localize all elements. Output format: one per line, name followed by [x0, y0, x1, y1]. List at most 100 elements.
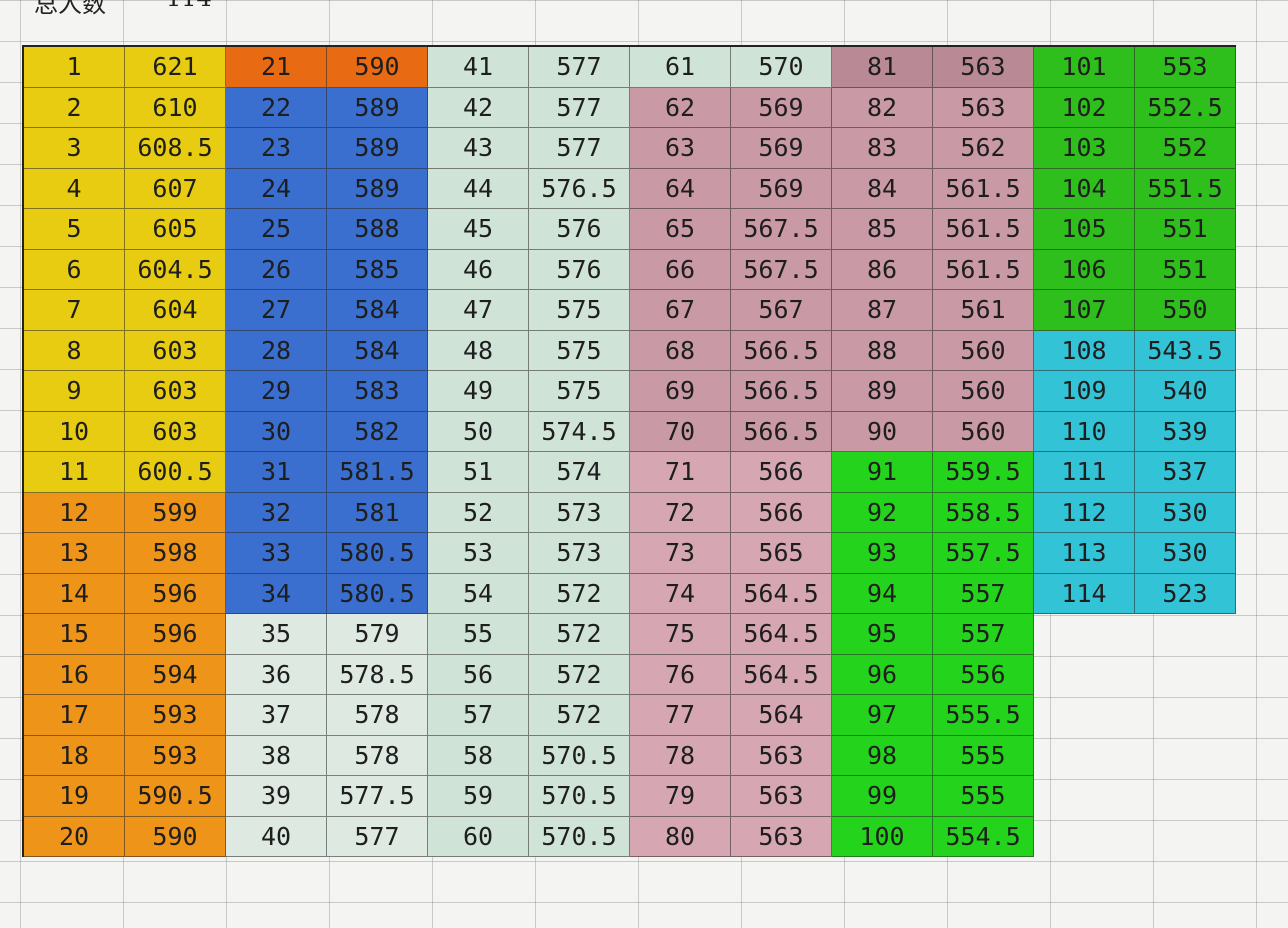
score-cell[interactable]: 590	[327, 47, 428, 88]
score-cell[interactable]: 563	[933, 87, 1034, 128]
rank-cell[interactable]: 12	[24, 492, 125, 533]
score-cell[interactable]: 580.5	[327, 573, 428, 614]
rank-cell[interactable]: 91	[832, 452, 933, 493]
score-cell[interactable]: 566	[731, 492, 832, 533]
score-cell[interactable]: 563	[731, 735, 832, 776]
score-cell[interactable]: 530	[1135, 492, 1236, 533]
score-cell[interactable]: 599	[125, 492, 226, 533]
rank-cell[interactable]: 35	[226, 614, 327, 655]
score-cell[interactable]: 552.5	[1135, 87, 1236, 128]
score-cell[interactable]: 577	[529, 87, 630, 128]
score-cell[interactable]: 570.5	[529, 776, 630, 817]
rank-cell[interactable]: 102	[1034, 87, 1135, 128]
score-cell[interactable]: 581	[327, 492, 428, 533]
score-cell[interactable]: 576	[529, 209, 630, 250]
rank-cell[interactable]: 88	[832, 330, 933, 371]
score-cell[interactable]: 588	[327, 209, 428, 250]
rank-cell[interactable]: 105	[1034, 209, 1135, 250]
rank-cell[interactable]: 37	[226, 695, 327, 736]
rank-cell[interactable]: 78	[630, 735, 731, 776]
rank-cell[interactable]: 29	[226, 371, 327, 412]
score-cell[interactable]: 561.5	[933, 168, 1034, 209]
rank-cell[interactable]	[1034, 776, 1135, 817]
rank-cell[interactable]: 101	[1034, 47, 1135, 88]
rank-cell[interactable]: 6	[24, 249, 125, 290]
score-cell[interactable]: 575	[529, 290, 630, 331]
rank-cell[interactable]: 54	[428, 573, 529, 614]
score-cell[interactable]: 575	[529, 371, 630, 412]
rank-cell[interactable]: 47	[428, 290, 529, 331]
rank-cell[interactable]: 32	[226, 492, 327, 533]
score-cell[interactable]: 578.5	[327, 654, 428, 695]
rank-cell[interactable]	[1034, 695, 1135, 736]
rank-cell[interactable]: 53	[428, 533, 529, 574]
rank-cell[interactable]: 66	[630, 249, 731, 290]
score-cell[interactable]: 566.5	[731, 330, 832, 371]
score-cell[interactable]: 574	[529, 452, 630, 493]
rank-cell[interactable]: 81	[832, 47, 933, 88]
score-cell[interactable]: 559.5	[933, 452, 1034, 493]
rank-cell[interactable]: 36	[226, 654, 327, 695]
score-cell[interactable]: 598	[125, 533, 226, 574]
rank-cell[interactable]: 93	[832, 533, 933, 574]
rank-cell[interactable]: 71	[630, 452, 731, 493]
rank-cell[interactable]: 114	[1034, 573, 1135, 614]
rank-cell[interactable]: 26	[226, 249, 327, 290]
rank-cell[interactable]: 13	[24, 533, 125, 574]
rank-cell[interactable]: 10	[24, 411, 125, 452]
rank-cell[interactable]: 109	[1034, 371, 1135, 412]
rank-cell[interactable]: 20	[24, 816, 125, 857]
score-cell[interactable]: 576	[529, 249, 630, 290]
score-cell[interactable]: 577	[529, 128, 630, 169]
rank-cell[interactable]: 40	[226, 816, 327, 857]
score-cell[interactable]: 557	[933, 614, 1034, 655]
rank-cell[interactable]: 79	[630, 776, 731, 817]
score-cell[interactable]: 589	[327, 168, 428, 209]
rank-cell[interactable]: 48	[428, 330, 529, 371]
score-cell[interactable]: 530	[1135, 533, 1236, 574]
score-cell[interactable]	[1135, 776, 1236, 817]
score-cell[interactable]: 584	[327, 330, 428, 371]
score-cell[interactable]: 578	[327, 735, 428, 776]
score-cell[interactable]: 594	[125, 654, 226, 695]
rank-cell[interactable]: 3	[24, 128, 125, 169]
rank-cell[interactable]: 41	[428, 47, 529, 88]
score-cell[interactable]: 557.5	[933, 533, 1034, 574]
score-cell[interactable]: 561	[933, 290, 1034, 331]
score-cell[interactable]: 603	[125, 411, 226, 452]
rank-cell[interactable]: 28	[226, 330, 327, 371]
rank-cell[interactable]: 49	[428, 371, 529, 412]
score-cell[interactable]: 570.5	[529, 816, 630, 857]
rank-cell[interactable]: 92	[832, 492, 933, 533]
rank-cell[interactable]	[1034, 655, 1135, 696]
rank-cell[interactable]: 77	[630, 695, 731, 736]
score-cell[interactable]: 561.5	[933, 209, 1034, 250]
rank-cell[interactable]: 84	[832, 168, 933, 209]
score-cell[interactable]: 607	[125, 168, 226, 209]
score-cell[interactable]: 570.5	[529, 735, 630, 776]
rank-cell[interactable]: 82	[832, 87, 933, 128]
score-cell[interactable]: 605	[125, 209, 226, 250]
rank-cell[interactable]: 100	[832, 816, 933, 857]
score-cell[interactable]: 562	[933, 128, 1034, 169]
rank-cell[interactable]: 76	[630, 654, 731, 695]
score-cell[interactable]: 560	[933, 371, 1034, 412]
score-cell[interactable]: 563	[933, 47, 1034, 88]
rank-cell[interactable]: 68	[630, 330, 731, 371]
score-cell[interactable]: 566.5	[731, 411, 832, 452]
rank-cell[interactable]: 90	[832, 411, 933, 452]
score-cell[interactable]	[1135, 736, 1236, 777]
rank-cell[interactable]: 104	[1034, 168, 1135, 209]
rank-cell[interactable]: 2	[24, 87, 125, 128]
score-cell[interactable]: 572	[529, 654, 630, 695]
score-cell[interactable]: 523	[1135, 573, 1236, 614]
score-cell[interactable]: 563	[731, 776, 832, 817]
rank-cell[interactable]: 4	[24, 168, 125, 209]
score-cell[interactable]: 572	[529, 695, 630, 736]
rank-cell[interactable]: 74	[630, 573, 731, 614]
score-cell[interactable]: 566.5	[731, 371, 832, 412]
rank-cell[interactable]: 113	[1034, 533, 1135, 574]
score-cell[interactable]: 577	[327, 816, 428, 857]
rank-cell[interactable]: 70	[630, 411, 731, 452]
rank-cell[interactable]: 5	[24, 209, 125, 250]
